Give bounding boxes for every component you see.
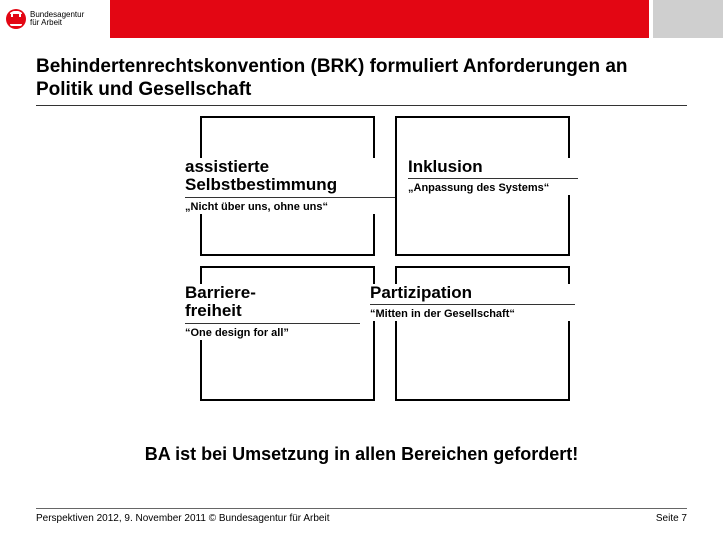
- footer: Perspektiven 2012, 9. November 2011 © Bu…: [0, 508, 723, 524]
- footer-left: Perspektiven 2012, 9. November 2011 © Bu…: [36, 513, 329, 524]
- panel-bottom-left: Barriere-freiheit “One design for all”: [185, 284, 360, 341]
- footer-line: Perspektiven 2012, 9. November 2011 © Bu…: [36, 508, 687, 524]
- panel-sub: “Mitten in der Gesellschaft“: [370, 308, 575, 321]
- panel-sub: “One design for all”: [185, 327, 360, 340]
- title-underline: [36, 105, 687, 106]
- diagram-area: assistierte Selbstbestimmung „Nicht über…: [0, 116, 723, 406]
- header-red-bar: [110, 0, 649, 38]
- logo-text-line2: für Arbeit: [30, 19, 84, 27]
- footer-right: Seite 7: [656, 513, 687, 524]
- header-grey-box: [653, 0, 723, 38]
- logo-text: Bundesagentur für Arbeit: [30, 11, 84, 28]
- panel-title: Barriere-freiheit: [185, 284, 360, 324]
- panel-sub: „Nicht über uns, ohne uns“: [185, 201, 395, 214]
- panel-title: Partizipation: [370, 284, 575, 306]
- header-logo-area: Bundesagentur für Arbeit: [0, 0, 110, 38]
- slide-title: Behindertenrechtskonvention (BRK) formul…: [0, 38, 723, 105]
- panel-top-left: assistierte Selbstbestimmung „Nicht über…: [185, 158, 395, 215]
- panel-top-right: Inklusion „Anpassung des Systems“: [408, 158, 578, 196]
- panel-bottom-right: Partizipation “Mitten in der Gesellschaf…: [370, 284, 575, 322]
- panel-title: assistierte Selbstbestimmung: [185, 158, 395, 198]
- ba-logo-icon: [6, 9, 26, 29]
- panel-sub: „Anpassung des Systems“: [408, 182, 578, 195]
- panel-title: Inklusion: [408, 158, 578, 180]
- header-bar: Bundesagentur für Arbeit: [0, 0, 723, 38]
- conclusion-text: BA ist bei Umsetzung in allen Bereichen …: [0, 444, 723, 465]
